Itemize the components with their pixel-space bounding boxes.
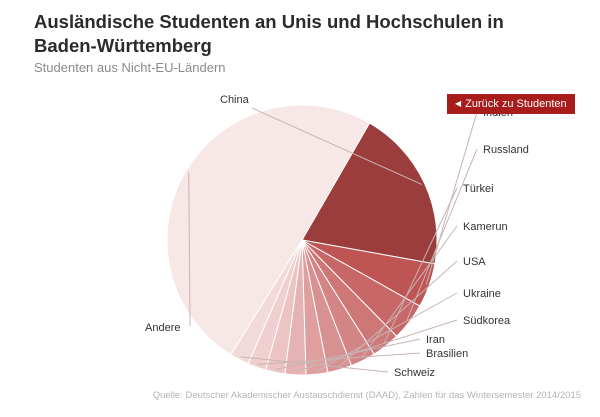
leader-line-russland	[406, 148, 478, 321]
slice-label-usa: USA	[463, 256, 486, 268]
back-to-students-label: Zurück zu Studenten	[465, 98, 567, 110]
slice-label-iran: Iran	[426, 334, 445, 346]
slice-label-sudkorea: Südkorea	[463, 315, 511, 327]
slice-label-ukraine: Ukraine	[463, 288, 501, 300]
slice-label-china: China	[220, 94, 250, 106]
leader-line-turkei	[383, 187, 458, 344]
slice-label-andere: Andere	[145, 322, 180, 334]
leader-line-kamerun	[361, 225, 458, 359]
triangle-left-icon: ◀	[455, 99, 462, 108]
back-to-students-button[interactable]: ◀ Zurück zu Studenten	[447, 94, 575, 114]
source-note: Quelle: Deutscher Akademischer Austausch…	[152, 390, 581, 401]
leader-line-andere	[188, 172, 191, 327]
leader-line-iran	[275, 338, 421, 370]
slice-label-turkei: Türkei	[463, 183, 494, 195]
slice-label-brasilien: Brasilien	[426, 348, 468, 360]
slice-label-schweiz: Schweiz	[394, 367, 435, 379]
chart-subtitle: Studenten aus Nicht-EU-Ländern	[34, 60, 226, 75]
chart-title: Ausländische Studenten an Unis und Hochs…	[34, 11, 504, 56]
leader-line-usa	[338, 260, 458, 368]
slice-label-kamerun: Kamerun	[463, 221, 508, 233]
leader-line-sudkorea	[295, 319, 458, 373]
leader-line-brasilien	[257, 352, 421, 365]
leader-line-schweiz	[240, 356, 389, 373]
leader-line-china	[251, 107, 422, 185]
slice-label-russland: Russland	[483, 144, 529, 156]
